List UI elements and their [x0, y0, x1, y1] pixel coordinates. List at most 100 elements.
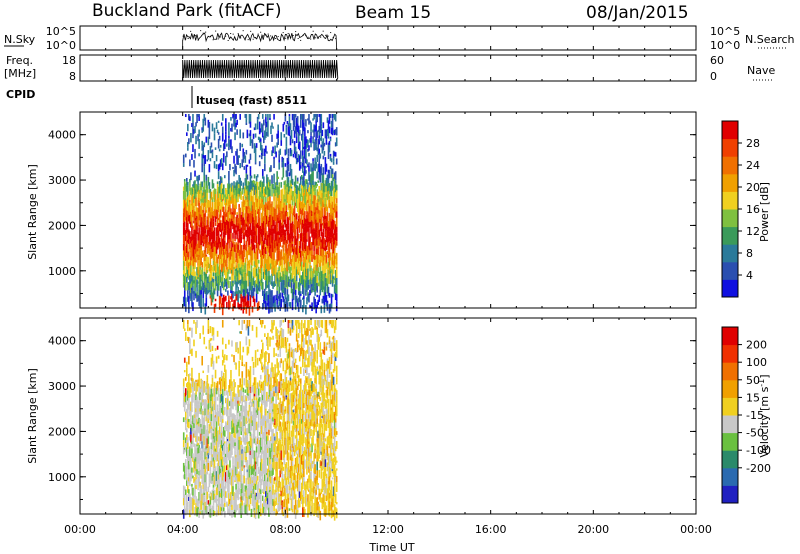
- data-cell: [297, 263, 300, 267]
- data-cell: [321, 141, 324, 145]
- data-cell: [282, 267, 285, 272]
- data-cell: [246, 216, 249, 222]
- data-cell: [270, 224, 272, 229]
- data-cell: [213, 396, 216, 402]
- data-cell: [272, 401, 274, 410]
- data-cell: [250, 482, 253, 491]
- data-cell: [260, 383, 263, 389]
- data-cell: [295, 295, 298, 303]
- data-cell: [232, 290, 234, 299]
- data-cell: [236, 196, 238, 203]
- data-cell: [240, 480, 243, 489]
- data-cell: [329, 266, 332, 271]
- data-cell: [257, 224, 260, 233]
- data-cell: [221, 215, 224, 223]
- data-cell: [254, 385, 257, 394]
- data-cell: [307, 139, 309, 147]
- data-cell: [233, 413, 235, 424]
- data-cell: [238, 280, 240, 284]
- data-cell: [319, 196, 322, 205]
- data-cell: [263, 480, 265, 484]
- data-cell: [192, 302, 194, 312]
- data-cell: [254, 436, 257, 446]
- data-cell: [191, 403, 193, 407]
- data-cell: [247, 484, 250, 488]
- data-cell: [266, 500, 268, 509]
- data-cell: [293, 130, 296, 138]
- data-cell: [308, 152, 310, 157]
- data-cell: [322, 299, 325, 304]
- data-cell: [322, 281, 325, 290]
- data-cell: [214, 216, 217, 223]
- data-cell: [305, 305, 307, 315]
- data-cell: [207, 393, 210, 404]
- data-cell: [204, 225, 207, 234]
- data-cell: [245, 164, 248, 174]
- data-cell: [260, 449, 263, 459]
- data-cell: [298, 223, 301, 233]
- data-cell: [270, 464, 272, 468]
- data-cell: [198, 114, 200, 117]
- data-cell: [216, 242, 219, 250]
- data-cell: [296, 231, 299, 241]
- data-cell: [208, 274, 211, 283]
- data-cell: [254, 145, 257, 153]
- data-cell: [295, 126, 298, 130]
- data-cell: [282, 279, 285, 290]
- data-cell: [324, 180, 327, 189]
- data-cell: [217, 138, 220, 149]
- data-cell: [218, 201, 221, 207]
- data-cell: [273, 207, 275, 213]
- data-cell: [223, 377, 226, 382]
- data-cell: [195, 322, 197, 326]
- data-cell: [238, 411, 240, 420]
- data-cell: [229, 251, 231, 262]
- data-cell: [190, 508, 192, 515]
- data-cell: [210, 297, 213, 306]
- data-cell: [202, 390, 205, 396]
- data-cell: [289, 204, 292, 211]
- data-cell: [311, 229, 313, 238]
- data-cell: [199, 282, 201, 291]
- data-cell: [272, 282, 274, 289]
- data-cell: [219, 436, 222, 445]
- data-cell: [202, 186, 205, 190]
- data-cell: [322, 256, 325, 266]
- data-cell: [204, 243, 207, 253]
- data-cell: [278, 162, 281, 170]
- data-cell: [268, 294, 270, 301]
- nsearch-dot: [302, 34, 304, 36]
- data-cell: [223, 452, 226, 463]
- data-cell: [248, 504, 251, 511]
- data-cell: [238, 223, 240, 229]
- data-cell: [234, 238, 236, 242]
- data-cell: [250, 229, 253, 237]
- data-cell: [235, 419, 237, 426]
- data-cell: [241, 417, 244, 428]
- data-cell: [188, 481, 190, 484]
- data-cell: [232, 283, 234, 287]
- data-cell: [324, 197, 327, 207]
- data-cell: [269, 228, 271, 231]
- data-cell: [258, 357, 261, 362]
- data-cell: [194, 218, 196, 221]
- data-cell: [229, 467, 231, 473]
- data-cell: [298, 268, 301, 272]
- data-cell: [317, 282, 320, 287]
- data-cell: [264, 499, 266, 507]
- data-cell: [218, 163, 221, 170]
- data-cell: [266, 495, 268, 501]
- data-cell: [223, 465, 226, 473]
- data-cell: [313, 114, 315, 120]
- data-cell: [183, 261, 186, 267]
- data-cell: [196, 320, 198, 328]
- nsearch-dot: [322, 30, 324, 32]
- data-cell: [220, 189, 223, 193]
- data-cell: [249, 278, 252, 283]
- data-cell: [317, 267, 320, 274]
- data-cell: [182, 243, 185, 251]
- data-cell: [269, 489, 271, 493]
- data-cell: [219, 493, 222, 497]
- data-cell: [213, 490, 216, 494]
- data-cell: [251, 466, 254, 475]
